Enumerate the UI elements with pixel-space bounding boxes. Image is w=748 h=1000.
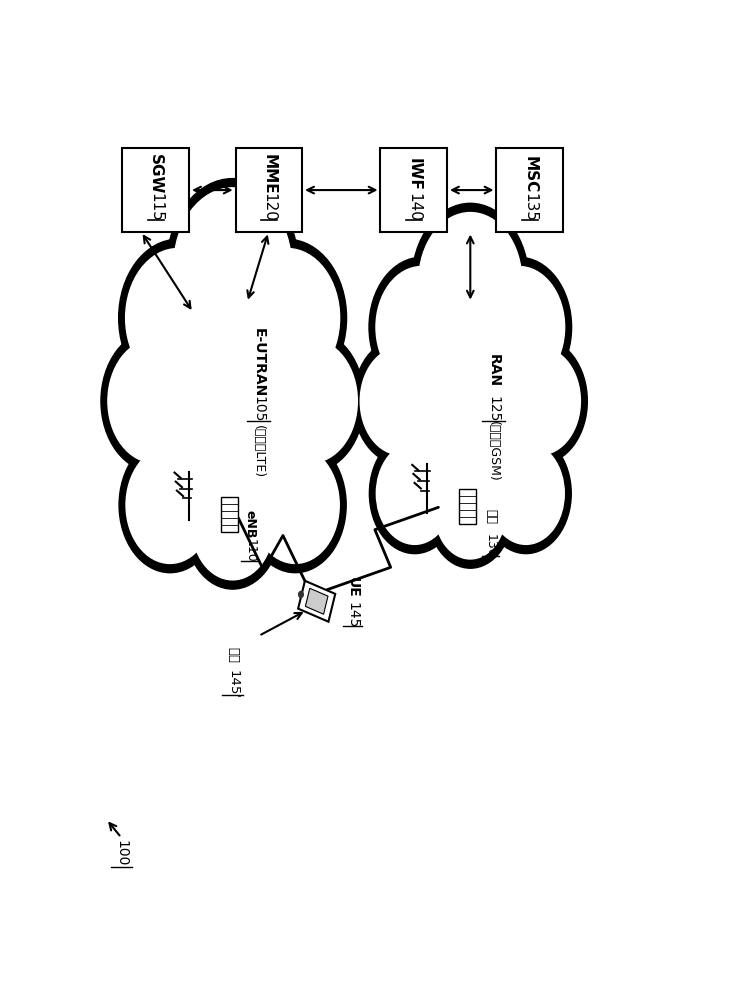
Circle shape xyxy=(473,267,565,388)
Circle shape xyxy=(119,239,237,396)
Circle shape xyxy=(435,465,506,559)
Circle shape xyxy=(119,437,221,573)
Circle shape xyxy=(298,591,303,598)
Text: eNB: eNB xyxy=(244,510,257,538)
FancyBboxPatch shape xyxy=(221,497,239,532)
Text: (例如，GSM): (例如，GSM) xyxy=(487,421,500,481)
Circle shape xyxy=(369,257,474,397)
Circle shape xyxy=(370,433,460,554)
Polygon shape xyxy=(305,588,328,614)
Circle shape xyxy=(101,330,208,472)
Circle shape xyxy=(251,447,340,563)
FancyBboxPatch shape xyxy=(381,148,447,232)
Circle shape xyxy=(235,249,340,387)
Text: 120: 120 xyxy=(261,193,276,221)
Circle shape xyxy=(488,443,564,544)
Circle shape xyxy=(167,179,298,353)
Circle shape xyxy=(404,313,536,489)
Circle shape xyxy=(174,188,292,344)
Circle shape xyxy=(353,338,448,464)
Text: (例如，LTE): (例如，LTE) xyxy=(252,425,266,478)
Circle shape xyxy=(500,347,580,455)
Text: MSC: MSC xyxy=(522,156,537,193)
Circle shape xyxy=(185,462,280,589)
Text: 105: 105 xyxy=(252,396,266,422)
Text: 145': 145' xyxy=(226,670,239,699)
Circle shape xyxy=(245,437,346,573)
FancyBboxPatch shape xyxy=(459,489,476,524)
Text: 110: 110 xyxy=(244,539,257,563)
Circle shape xyxy=(361,347,441,455)
Circle shape xyxy=(126,249,230,387)
Text: 145: 145 xyxy=(346,602,360,628)
FancyBboxPatch shape xyxy=(497,148,563,232)
Text: 135: 135 xyxy=(522,193,537,222)
Text: SGW: SGW xyxy=(148,154,163,195)
Circle shape xyxy=(157,301,308,501)
Circle shape xyxy=(397,304,543,498)
Polygon shape xyxy=(298,581,335,622)
Circle shape xyxy=(481,433,571,554)
FancyBboxPatch shape xyxy=(123,148,189,232)
Circle shape xyxy=(376,267,468,388)
Circle shape xyxy=(150,292,315,510)
Circle shape xyxy=(428,456,512,568)
Circle shape xyxy=(192,472,273,580)
Circle shape xyxy=(376,443,453,544)
Circle shape xyxy=(126,447,214,563)
Text: 外壳: 外壳 xyxy=(226,647,239,663)
Circle shape xyxy=(257,330,364,472)
Circle shape xyxy=(228,239,346,396)
Text: IWF: IWF xyxy=(406,158,421,191)
Text: 130: 130 xyxy=(484,534,497,558)
Text: 100: 100 xyxy=(114,840,129,866)
Text: 115: 115 xyxy=(148,193,163,221)
Text: UE: UE xyxy=(346,577,360,598)
Text: 140: 140 xyxy=(406,193,421,221)
Circle shape xyxy=(108,339,200,463)
Circle shape xyxy=(265,339,358,463)
Text: MME: MME xyxy=(261,154,276,195)
Text: E-UTRAN: E-UTRAN xyxy=(252,328,266,397)
Text: 125: 125 xyxy=(486,396,500,422)
Text: 基站: 基站 xyxy=(484,509,497,524)
Circle shape xyxy=(492,338,587,464)
Text: RAN: RAN xyxy=(486,354,500,387)
FancyBboxPatch shape xyxy=(236,148,302,232)
Circle shape xyxy=(419,213,522,349)
Circle shape xyxy=(467,257,571,397)
Circle shape xyxy=(412,203,529,359)
